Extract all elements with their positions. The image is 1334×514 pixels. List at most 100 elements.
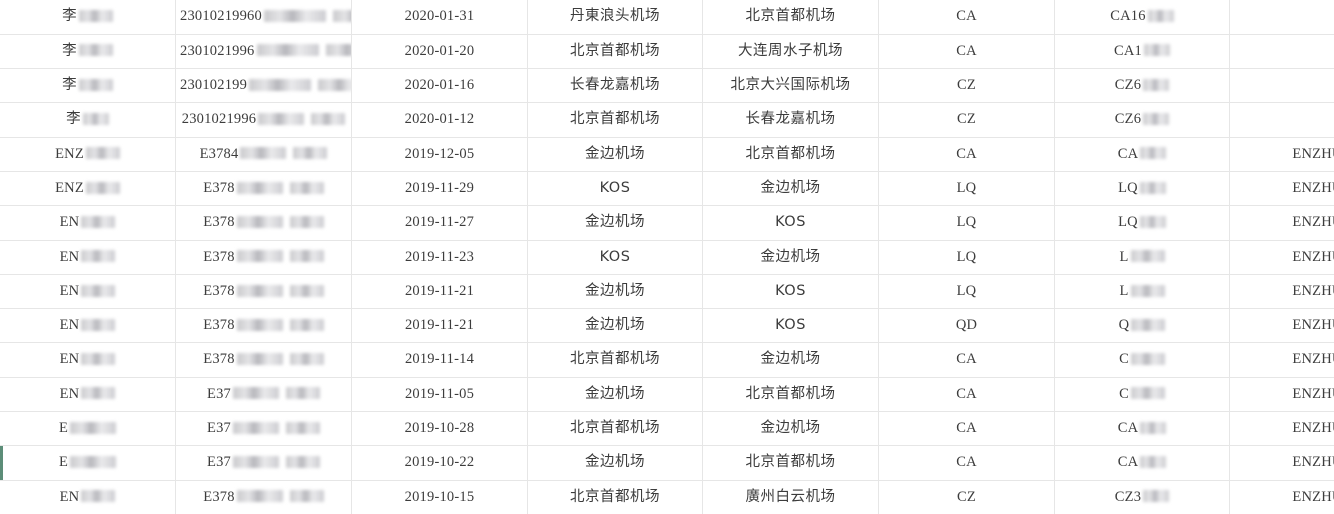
cell-arrival: 北京首都机场 [702,377,879,413]
cell-id_no: E378 [175,308,352,344]
airline-value: CZ [957,77,976,94]
redaction-block [70,456,117,468]
cell-tag [1229,34,1334,70]
airline-value: CZ [957,488,976,505]
name-value: EN [60,283,116,300]
cell-id_no: E378 [175,480,352,514]
arrival-value: KOS [775,317,806,334]
redaction-block [78,9,113,22]
table-row[interactable]: EN E378 2019-11-21 金边机场 KOS LQ L ENZHU [0,274,1334,310]
flight_no-value: C [1119,351,1165,368]
flight_no-value: L [1119,249,1165,266]
table-row[interactable]: E E37 2019-10-28 北京首都机场 金边机场 CA CA ENZHU [0,411,1334,447]
departure-value: 北京首都机场 [570,42,660,59]
redaction-block [289,318,324,331]
cell-date: 2019-11-29 [351,171,528,207]
departure-value: 金边机场 [585,214,645,231]
cell-tag: ENZHU [1229,240,1334,275]
cell-date: 2019-12-05 [351,137,528,172]
redaction-block [285,456,320,468]
cell-name: 李 [0,34,176,70]
table-row[interactable]: EN E378 2019-11-21 金边机场 KOS QD Q ENZHU [0,308,1334,344]
redaction-block [1144,44,1170,57]
cell-departure: 金边机场 [527,445,703,481]
airline-value: CA [956,454,977,471]
redaction-block [249,78,312,91]
id_no-value: E378 [203,317,324,334]
cell-airline: LQ [878,274,1055,310]
table-row[interactable]: EN E378 2019-11-27 金边机场 KOS LQ LQ ENZHU [0,205,1334,241]
table-row[interactable]: EN E378 2019-11-23 KOS 金边机场 LQ L ENZHU [0,240,1334,275]
flight_no-value: CA16 [1110,8,1174,25]
cell-airline: CA [878,34,1055,70]
name-value: EN [60,386,116,403]
tag-value: ENZHU [1292,179,1334,196]
flight_no-value: CA [1118,454,1167,471]
cell-tag [1229,102,1334,138]
table-row[interactable]: 李 2301021996 2020-01-12 北京首都机场 长春龙嘉机场 CZ CZ6 [0,102,1334,138]
cell-flight_no: CA1 [1054,34,1230,70]
cell-flight_no: LQ [1054,205,1230,241]
cell-date: 2020-01-31 [351,0,528,35]
redaction-block [236,250,283,263]
date-value: 2019-11-29 [404,179,475,196]
cell-name: EN [0,240,176,275]
redaction-block [1139,181,1166,194]
cell-id_no: E37 [175,377,352,413]
table-row[interactable]: EN E37 2019-11-05 金边机场 北京首都机场 CA C ENZHU [0,377,1334,413]
cell-tag: ENZHU [1229,342,1334,378]
date-value: 2019-11-05 [404,385,475,402]
cell-name: EN [0,342,176,378]
date-value: 2019-10-15 [404,488,475,505]
cell-flight_no: LQ [1054,171,1230,207]
cell-flight_no: C [1054,377,1230,413]
arrival-value: 北京首都机场 [745,8,836,25]
redaction-block [78,78,113,91]
table-row[interactable]: 李 23010219960 2020-01-31 丹東浪头机场 北京首都机场 CA CA16 [0,0,1334,35]
cell-departure: 北京首都机场 [527,480,703,514]
date-value: 2019-11-21 [404,317,475,334]
table-row[interactable]: E E37 2019-10-22 金边机场 北京首都机场 CA CA ENZHU [0,445,1334,481]
departure-value: 金边机场 [585,282,645,299]
id_no-value: E378 [203,283,324,300]
date-value: 2019-12-05 [404,145,475,162]
table-row[interactable]: 李 230102199 2020-01-16 长春龙嘉机场 北京大兴国际机场 CZ CZ6 [0,68,1334,104]
table-row[interactable]: EN E378 2019-10-15 北京首都机场 廣州白云机场 CZ CZ3 ENZHU [0,480,1334,514]
cell-departure: 金边机场 [527,137,703,172]
arrival-value: 金边机场 [760,351,821,368]
redaction-block [82,113,109,126]
date-value: 2019-11-21 [404,282,475,299]
cell-name: EN [0,308,176,344]
flight_no-value: LQ [1118,214,1166,231]
cell-date: 2019-11-05 [351,377,528,413]
airline-value: LQ [956,282,977,299]
redaction-block [1130,250,1165,263]
cell-date: 2019-11-23 [351,240,528,275]
redaction-block [289,250,324,263]
cell-arrival: 大连周水子机场 [702,34,879,70]
redaction-block [236,215,283,228]
table-row[interactable]: ENZ E3784 2019-12-05 金边机场 北京首都机场 CA CA ENZHU [0,137,1334,172]
cell-departure: 金边机场 [527,205,703,241]
name-value: 李 [62,77,113,94]
flight_no-value: Q [1119,317,1166,334]
redaction-block [289,353,324,366]
id_no-value: E37 [207,454,320,471]
name-value: ENZ [55,180,120,197]
cell-flight_no: CA [1054,411,1230,447]
name-value: EN [60,489,116,506]
cell-departure: 北京首都机场 [527,102,703,138]
table-row[interactable]: 李 2301021996 2020-01-20 北京首都机场 大连周水子机场 CA CA1 [0,34,1334,70]
cell-flight_no: CA16 [1054,0,1230,35]
id_no-value: 2301021996 [182,111,346,128]
cell-date: 2020-01-20 [351,34,528,70]
table-row[interactable]: EN E378 2019-11-14 北京首都机场 金边机场 CA C ENZHU [0,342,1334,378]
cell-id_no: E37 [175,411,352,447]
cell-flight_no: C [1054,342,1230,378]
airline-value: CA [956,385,977,402]
cell-arrival: 长春龙嘉机场 [702,102,879,138]
table-row[interactable]: ENZ E378 2019-11-29 KOS 金边机场 LQ LQ ENZHU [0,171,1334,207]
tag-value: ENZHU [1292,317,1334,334]
name-value: E [59,420,117,437]
name-value: 李 [62,8,113,25]
